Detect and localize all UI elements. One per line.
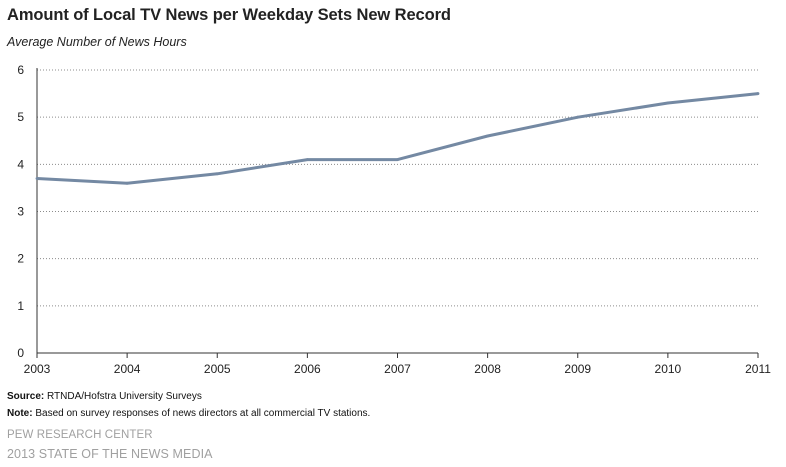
note-text: Based on survey responses of news direct… <box>35 408 371 419</box>
x-tick-label: 2009 <box>564 362 591 376</box>
data-point <box>486 134 490 138</box>
x-tick-label: 2005 <box>204 362 231 376</box>
note-line: Note: Based on survey responses of news … <box>7 408 370 419</box>
source-line: Source: RTNDA/Hofstra University Surveys <box>7 391 202 402</box>
y-tick-label: 3 <box>17 205 24 219</box>
source-label: Source: <box>7 391 45 402</box>
y-tick-label: 1 <box>17 299 24 313</box>
x-tick-label: 2007 <box>384 362 411 376</box>
grid-lines <box>37 69 758 307</box>
x-tick-label: 2008 <box>474 362 501 376</box>
data-point <box>666 101 670 105</box>
y-tick-label: 5 <box>17 110 24 124</box>
chart-title: Amount of Local TV News per Weekday Sets… <box>7 6 451 24</box>
axes <box>36 68 759 358</box>
data-point <box>576 115 580 119</box>
chart-subtitle: Average Number of News Hours <box>7 35 187 49</box>
x-tick-label: 2010 <box>655 362 682 376</box>
series-line <box>36 92 759 185</box>
y-tick-label: 4 <box>17 157 24 171</box>
x-tick-labels: 2003 2004 2005 2006 2007 2008 2009 2010 2011 <box>24 362 772 376</box>
y-tick-label: 6 <box>17 63 24 77</box>
data-point <box>125 181 129 185</box>
x-tick-label: 2004 <box>114 362 141 376</box>
data-point <box>35 177 39 180</box>
source-text: RTNDA/Hofstra University Surveys <box>47 391 202 402</box>
series <box>35 92 760 185</box>
brand-pew-research-center: PEW RESEARCH CENTER <box>7 429 153 441</box>
y-tick-label: 2 <box>17 252 24 266</box>
y-tick-label: 0 <box>17 346 24 360</box>
x-tick-label: 2006 <box>294 362 321 376</box>
x-tick-label: 2003 <box>24 362 51 376</box>
data-point <box>756 92 760 95</box>
data-point <box>215 172 219 176</box>
brand-state-of-news-media: 2013 STATE OF THE NEWS MEDIA <box>7 447 213 461</box>
data-point <box>305 158 309 162</box>
y-tick-labels: 0 1 2 3 4 5 6 <box>17 63 24 360</box>
note-label: Note: <box>7 408 33 419</box>
x-tick-label: 2011 <box>745 362 771 376</box>
data-point <box>396 158 399 162</box>
